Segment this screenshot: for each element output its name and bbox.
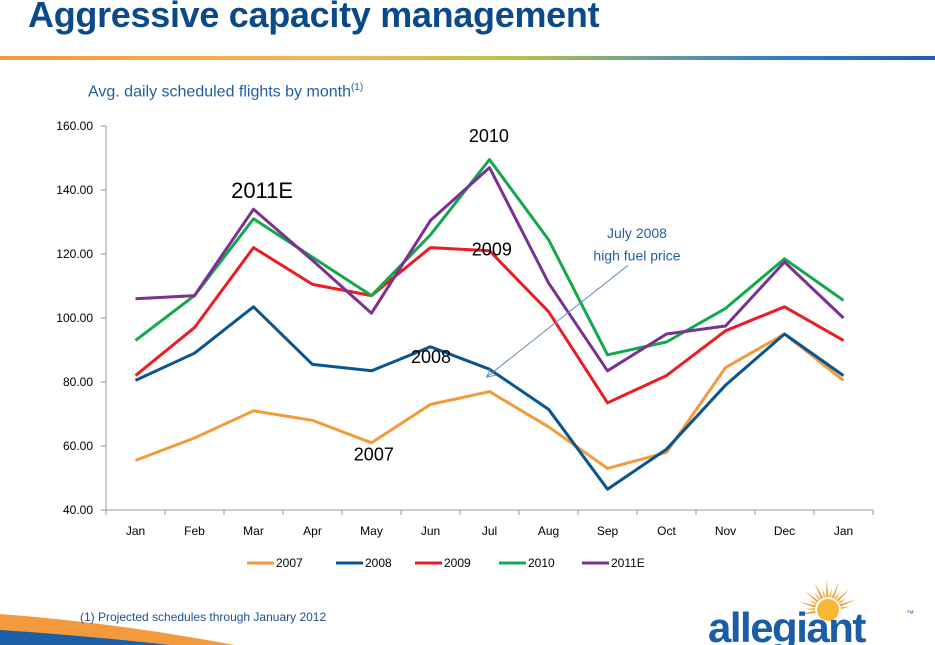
x-tick-label: Mar [243, 524, 264, 538]
series-line-2009 [134, 246, 845, 405]
sun-ray [839, 599, 857, 607]
sun-ray [814, 592, 821, 601]
chart-subtitle-text: Avg. daily scheduled flights by month [88, 83, 351, 101]
sun-ray [826, 580, 829, 598]
sun-ray [814, 583, 824, 599]
y-tick-label: 40.00 [63, 503, 93, 517]
x-tick-label: Dec [774, 524, 795, 538]
sun-ray [798, 610, 816, 615]
x-tick-label: Aug [538, 524, 559, 538]
allegiant-logo: allegiant ™ [708, 580, 914, 645]
line-chart: 40.00 60.00 80.00 100.00 120.00 140.00 160.00 J… [56, 119, 874, 570]
chart-series [134, 158, 845, 491]
chart-annotations: 2010 2011E 2009 2008 2007 July 2008 high fuel … [231, 126, 681, 464]
x-tick-label: Apr [303, 524, 322, 538]
series-line-2011e [135, 166, 845, 373]
annotation-lbl-2007: 2007 [354, 444, 394, 464]
callout-line-2: high fuel price [593, 247, 680, 263]
sun-ray [836, 588, 850, 602]
y-tick-label: 160.00 [56, 119, 93, 133]
footnote: (1) Projected schedules through January … [80, 610, 327, 624]
legend-label-2011e: 2011E [611, 556, 645, 570]
logo-wordmark: allegiant [708, 604, 866, 645]
annotation-lbl-2010: 2010 [469, 126, 509, 146]
x-tick-label: Jul [482, 524, 497, 538]
legend-label-2009: 2009 [444, 556, 471, 570]
sun-ray [808, 599, 818, 606]
x-tick-label: Sep [597, 524, 619, 538]
y-tick-label: 60.00 [63, 439, 93, 453]
y-tick-label: 140.00 [56, 183, 93, 197]
chart-subtitle: Avg. daily scheduled flights by month(1) [88, 82, 363, 101]
series-line-2007 [134, 332, 845, 470]
sun-ray [831, 582, 839, 599]
annotation-lbl-2009: 2009 [472, 240, 512, 260]
series-line-2008 [134, 305, 845, 491]
chart-axes: 40.00 60.00 80.00 100.00 120.00 140.00 160.00 J… [56, 119, 874, 538]
chart-legend: 2007 2008 2009 2010 2011E [247, 556, 645, 570]
page-title: Aggressive capacity management [28, 0, 600, 35]
annotation-lbl-2008: 2008 [411, 347, 451, 367]
sun-ray [806, 608, 816, 611]
legend-label-2010: 2010 [528, 556, 555, 570]
sun-ray [804, 590, 819, 603]
callout-arrow-line [486, 264, 629, 378]
sun-ray [822, 588, 826, 598]
y-tick-label: 120.00 [56, 247, 93, 261]
annotation-lbl-2011e: 2011E [231, 178, 293, 203]
callout-arrow-head [485, 367, 497, 378]
sun-ray [828, 588, 832, 598]
series-line-2010 [134, 158, 845, 357]
sun-ray [840, 606, 850, 610]
x-tick-label: Jun [421, 524, 440, 538]
title-divider [0, 56, 935, 60]
y-tick-label: 100.00 [56, 311, 93, 325]
x-tick-label: Feb [184, 524, 205, 538]
sun-ray [834, 591, 841, 600]
x-tick-label: Jan [126, 524, 145, 538]
sun-ray [799, 602, 816, 608]
legend-label-2007: 2007 [276, 556, 303, 570]
x-tick-label: Jan [834, 524, 853, 538]
sun-ray [838, 598, 847, 605]
footer-swoosh [0, 614, 235, 645]
sun-icon [798, 580, 857, 621]
logo-trademark: ™ [906, 609, 914, 618]
x-tick-label: May [360, 524, 383, 538]
y-tick-label: 80.00 [63, 375, 93, 389]
callout-line-1: July 2008 [607, 225, 667, 241]
legend-label-2008: 2008 [365, 556, 392, 570]
subtitle-footnote-marker: (1) [350, 82, 364, 93]
x-tick-label: Nov [715, 524, 736, 538]
x-tick-label: Oct [657, 524, 676, 538]
